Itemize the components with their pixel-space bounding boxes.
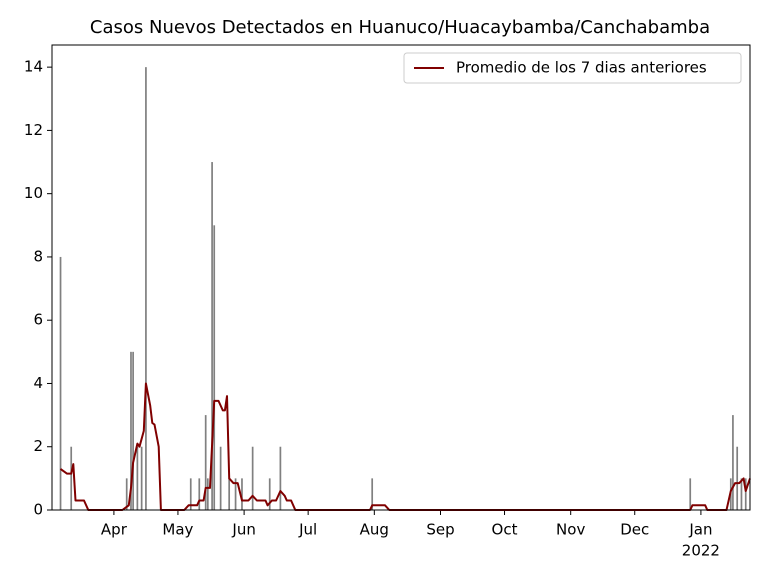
y-tick-label: 4 <box>33 374 43 392</box>
x-tick-label: Jan <box>688 521 712 539</box>
x-tick-label: Nov <box>556 521 585 539</box>
chart-title: Casos Nuevos Detectados en Huanuco/Huaca… <box>90 17 710 38</box>
x-tick-label: Aug <box>360 521 389 539</box>
x-year-label: 2022 <box>682 542 720 560</box>
x-tick-label: Dec <box>620 521 649 539</box>
bar <box>136 446 139 510</box>
bar <box>279 446 282 510</box>
bar <box>132 351 134 510</box>
x-tick-label: May <box>162 521 193 539</box>
bar <box>219 446 222 510</box>
bar <box>268 478 271 510</box>
bar <box>736 446 739 510</box>
x-tick-label: Sep <box>426 521 454 539</box>
bar <box>206 478 209 510</box>
x-tick-label: Oct <box>492 521 518 539</box>
x-tick-label: Apr <box>101 521 128 539</box>
bar <box>204 415 207 510</box>
x-tick-label: Jun <box>231 521 255 539</box>
bar <box>189 478 192 510</box>
bar <box>213 225 216 510</box>
bar <box>744 478 747 510</box>
bar <box>689 478 692 510</box>
plot-frame <box>51 44 751 511</box>
bar <box>125 478 128 510</box>
bar <box>130 351 132 510</box>
bar <box>211 162 213 510</box>
y-tick-label: 0 <box>33 501 43 519</box>
bar <box>732 415 734 510</box>
bar <box>70 446 73 510</box>
y-tick-label: 10 <box>24 184 43 202</box>
bar <box>740 478 743 510</box>
legend-label: Promedio de los 7 dias anteriores <box>456 59 707 77</box>
bar <box>198 478 201 510</box>
bar <box>59 256 62 510</box>
bar <box>228 478 231 510</box>
y-tick-label: 2 <box>33 437 43 455</box>
bar <box>241 478 243 510</box>
bar <box>140 446 143 510</box>
y-tick-label: 14 <box>24 58 43 76</box>
y-tick-label: 8 <box>33 247 43 265</box>
x-tick-label: Jul <box>298 521 317 539</box>
legend-box <box>403 52 742 84</box>
bar <box>251 446 254 510</box>
bar <box>234 478 237 510</box>
bar <box>371 478 374 510</box>
y-tick-label: 6 <box>33 311 43 329</box>
y-tick-label: 12 <box>24 121 43 139</box>
bar <box>145 67 147 511</box>
